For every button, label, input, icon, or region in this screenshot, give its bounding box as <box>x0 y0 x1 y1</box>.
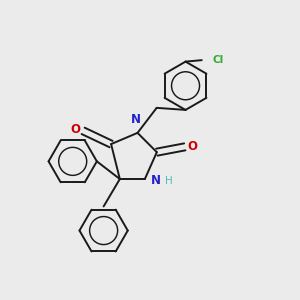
Text: H: H <box>165 176 172 185</box>
Text: N: N <box>151 174 161 187</box>
Text: N: N <box>131 112 141 125</box>
Text: Cl: Cl <box>212 55 223 65</box>
Text: O: O <box>71 123 81 136</box>
Text: O: O <box>187 140 197 153</box>
